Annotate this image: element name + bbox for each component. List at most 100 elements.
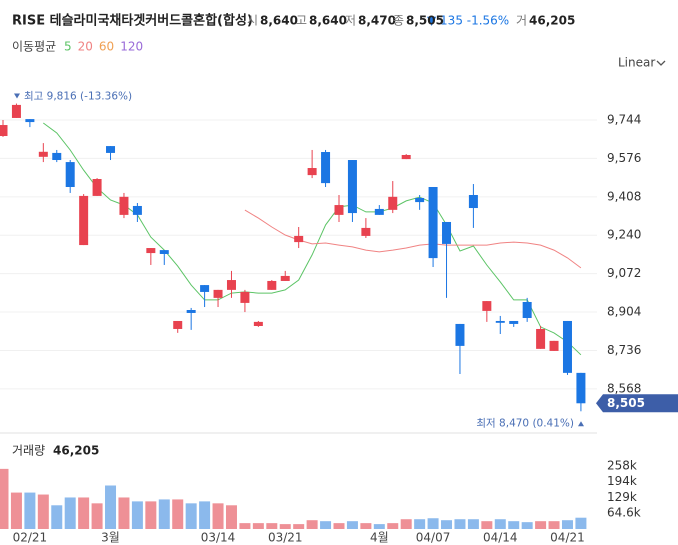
volume-bar [51,505,63,529]
volume-bar [360,523,372,529]
candle-body [267,280,277,290]
volume-last: 46,205 [53,444,99,458]
y-tick-label: 8,904 [607,305,641,319]
quote-value: 8,505 [406,14,444,28]
candle-body [92,178,102,196]
volume-bar [91,503,103,529]
candle-body [0,125,8,137]
quote-label: 시 [247,14,258,28]
volume-bar [24,492,36,529]
volume-bar [548,521,560,529]
quote-label: 저 [345,14,356,28]
candle-body [79,195,89,246]
volume-label: 거래량 [12,444,45,458]
volume-bar [185,503,197,529]
volume-bar [387,523,399,529]
candle-body [361,227,371,236]
candle-body [213,289,223,298]
candle-body [65,162,75,187]
low-annotation: 최저 8,470 (0.41%) [476,417,574,429]
volume-tick-label: 194k [607,474,637,488]
ma-legend-entry: 60 [99,40,114,54]
candle-body [52,152,62,161]
volume-bar [320,521,332,529]
scale-selector[interactable]: Linear [618,56,655,70]
quote-value: 8,470 [358,14,396,28]
candle-body [280,275,290,281]
x-tick-label: 3월 [101,531,120,545]
candle-body [576,372,586,404]
x-tick-label: 04/07 [416,531,451,545]
volume-bar [414,519,426,529]
volume-bar [333,523,345,529]
last-price-tag [596,394,678,413]
ma-legend-entry: 120 [120,40,143,54]
volume-bar [346,521,358,529]
quote-label: 종 [393,14,404,28]
ma-legend-entry: 5 [64,40,72,54]
candle-body [495,320,505,323]
y-tick-label: 9,240 [607,228,641,242]
candle-body [119,196,129,215]
quote-value: 46,205 [529,14,575,28]
x-tick-label: 02/21 [13,531,48,545]
volume-bar [225,505,237,529]
volume-bar [118,497,130,529]
volume-bar [441,520,453,529]
candle-body [347,160,357,214]
ma-label: 이동평균 [12,40,56,54]
quote-value: 8,640 [309,14,347,28]
volume-bar [239,523,251,529]
y-tick-label: 8,568 [607,381,641,395]
volume-tick-label: 129k [607,490,637,504]
volume-bar [279,524,291,529]
high-marker [14,93,20,99]
volume-bar [199,501,211,529]
quote-value: 8,640 [260,14,298,28]
candle-body [226,280,236,290]
dropdown-chevron[interactable] [656,60,666,66]
y-tick-label: 9,576 [607,151,641,165]
candle-body [159,250,169,254]
volume-bar [105,485,117,529]
y-tick-label: 9,072 [607,266,641,280]
candle-body [334,205,344,215]
candle-body [468,194,478,209]
candle-body [186,309,196,313]
volume-tick-label: 64.6k [607,506,641,520]
volume-bar [158,499,170,529]
candle-body [509,320,519,324]
candle-body [11,104,21,118]
volume-bar [78,497,90,529]
high-annotation: 최고 9,816 (-13.36%) [24,91,132,103]
volume-bar [481,521,493,529]
x-tick-label: 4월 [370,531,389,545]
y-tick-label: 9,744 [607,113,641,127]
volume-bar [0,468,9,529]
candle-body [200,285,210,292]
volume-bar [561,520,573,529]
volume-bar [306,520,318,529]
volume-bar [427,518,439,529]
candle-body [307,168,317,176]
volume-bar [494,519,506,529]
ma-legend-entry: 20 [78,40,93,54]
candle-body [388,196,398,210]
candle-body [106,146,116,153]
volume-bar [145,501,157,529]
x-tick-label: 04/21 [550,531,585,545]
candle-body [173,320,183,329]
candle-body [562,320,572,373]
x-tick-label: 03/21 [268,531,303,545]
quote-label: 거 [516,14,527,28]
candle-body [132,205,142,215]
volume-bar [467,519,479,529]
last-price-label: 8,505 [607,396,645,410]
candle-body [522,301,532,319]
candle-body [442,221,452,244]
volume-bar [575,517,587,529]
candle-body [482,301,492,311]
candle-body [415,197,425,203]
candle-body [25,119,35,123]
volume-bar [508,521,520,529]
